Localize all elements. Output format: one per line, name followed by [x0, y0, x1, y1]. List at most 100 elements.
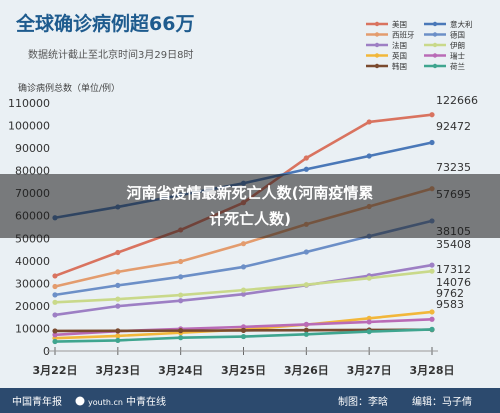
y-tick-label: 110000 — [8, 97, 50, 110]
legend-marker — [374, 53, 380, 58]
legend-label: 英国 — [392, 51, 407, 61]
data-point — [52, 273, 58, 279]
data-point — [178, 298, 184, 304]
data-point — [178, 274, 184, 280]
data-point — [429, 309, 435, 315]
data-point — [366, 153, 372, 159]
data-point — [240, 241, 247, 247]
data-point — [178, 258, 184, 265]
data-point — [303, 327, 309, 333]
data-point — [115, 269, 121, 275]
data-point — [178, 292, 184, 298]
data-point — [366, 315, 372, 321]
y-tick-label: 90000 — [15, 142, 50, 155]
data-point — [303, 166, 309, 172]
y-tick-label: 20000 — [15, 300, 50, 313]
data-point — [52, 328, 58, 334]
legend-marker — [432, 53, 438, 58]
y-tick-label: 0 — [43, 345, 50, 358]
legend-marker — [374, 42, 380, 48]
data-point — [366, 119, 372, 125]
youth-logo-icon — [75, 396, 85, 406]
data-point — [52, 332, 58, 338]
data-point — [303, 249, 309, 255]
data-point — [303, 331, 309, 337]
data-point — [52, 338, 58, 345]
headline-banner — [0, 174, 500, 238]
data-point — [303, 282, 309, 288]
data-point — [115, 333, 121, 339]
series-end-label: 17312 — [436, 263, 471, 276]
data-point — [429, 262, 435, 268]
footer-credit-make: 制图：李晗 — [338, 395, 388, 408]
data-point — [52, 299, 58, 305]
legend-label: 韩国 — [392, 61, 407, 71]
footer-logo-right: 中青在线 — [126, 395, 166, 408]
data-point — [303, 321, 309, 327]
x-tick-label: 3月24日 — [158, 364, 203, 377]
x-tick-label: 3月28日 — [410, 364, 455, 377]
series-end-label: 92472 — [436, 120, 471, 133]
footer-logo-mid: youth.cn — [88, 398, 123, 407]
legend-label: 伊朗 — [450, 40, 465, 50]
legend-label: 西班牙 — [392, 30, 415, 40]
data-point — [178, 328, 184, 334]
data-point — [240, 264, 247, 270]
data-point — [52, 292, 58, 298]
y-tick-label: 100000 — [8, 120, 50, 133]
footer-logo-left: 中国青年报 — [12, 395, 62, 408]
data-point — [115, 249, 121, 256]
series-end-label: 9583 — [436, 298, 464, 311]
legend-marker — [432, 32, 438, 37]
legend-label: 美国 — [392, 19, 407, 29]
data-point — [429, 268, 435, 274]
x-tick-label: 3月23日 — [95, 364, 140, 377]
headline-line-2: 计死亡人数) — [209, 210, 291, 228]
y-tick-label: 10000 — [15, 322, 50, 335]
data-point — [429, 326, 435, 332]
x-tick-label: 3月26日 — [284, 364, 329, 377]
legend-label: 德国 — [450, 30, 465, 40]
data-point — [115, 303, 121, 309]
data-point — [366, 319, 372, 325]
chart-title: 全球确诊病例超66万 — [15, 12, 194, 35]
series-end-label: 122666 — [436, 94, 478, 107]
x-tick-label: 3月27日 — [347, 364, 392, 377]
x-tick-label: 3月22日 — [33, 364, 78, 377]
data-point — [429, 112, 435, 118]
data-point — [52, 283, 58, 290]
legend-label: 瑞士 — [450, 51, 465, 61]
y-tick-label: 30000 — [15, 277, 50, 290]
data-point — [240, 327, 247, 333]
legend-label: 荷兰 — [450, 61, 465, 71]
footer-credit-edit: 编辑：马子倩 — [412, 395, 472, 408]
data-point — [115, 337, 121, 344]
legend-label: 法国 — [392, 40, 407, 50]
data-point — [303, 155, 309, 161]
data-point — [115, 296, 121, 302]
data-point — [240, 287, 247, 293]
data-point — [52, 312, 58, 318]
legend-marker — [374, 63, 380, 69]
data-point — [429, 139, 435, 146]
legend-label: 意大利 — [450, 19, 473, 29]
x-tick-label: 3月25日 — [221, 364, 266, 377]
legend-marker — [432, 63, 438, 69]
data-point — [366, 329, 372, 335]
legend-marker — [374, 32, 380, 37]
data-point — [240, 333, 247, 340]
y-axis-label: 确诊病例总数（单位/例） — [18, 82, 120, 94]
data-point — [240, 291, 247, 297]
series-end-label: 73235 — [436, 161, 471, 174]
chart-subtitle: 数据统计截止至北京时间3月29日8时 — [28, 48, 193, 61]
series-end-label: 35408 — [436, 238, 471, 251]
legend-marker — [432, 21, 438, 27]
series-end-label: 9762 — [436, 287, 464, 300]
data-point — [115, 282, 121, 288]
data-point — [178, 335, 184, 341]
series-end-label: 14076 — [436, 276, 471, 289]
data-point — [429, 316, 435, 322]
headline-line-1: 河南省疫情最新死亡人数(河南疫情累 — [127, 184, 374, 202]
